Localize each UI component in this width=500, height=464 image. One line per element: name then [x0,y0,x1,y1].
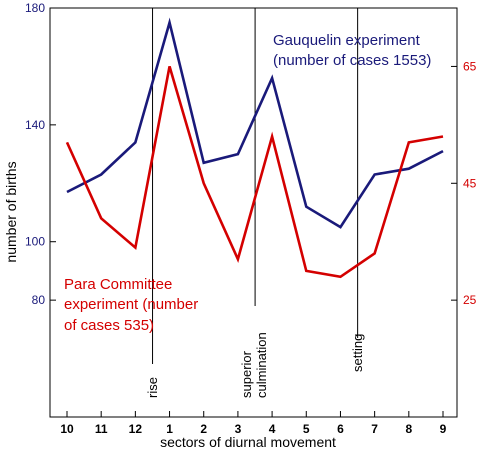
gauquelin-annotation-line2: (number of cases 1553) [273,52,431,69]
culmination-label-line2: culmination [254,332,269,398]
series-line [66,17,444,229]
y-axis-title: number of births [3,161,19,262]
rise-label: rise [145,377,160,398]
x-tick-label: 10 [60,422,74,436]
y2-tick-label: 45 [463,176,477,190]
x-axis-title: sectors of diurnal movement [160,434,336,450]
culmination-label-line1: superior [239,350,254,398]
setting-label: setting [350,334,365,372]
y-tick-label: 80 [32,293,46,307]
x-tick-label: 6 [337,422,344,436]
x-tick-label: 8 [405,422,412,436]
x-tick-label: 3 [235,422,242,436]
gauquelin-annotation-line1: Gauquelin experiment [273,32,421,49]
x-tick-label: 1 [166,422,173,436]
plot-frame [49,7,458,418]
x-tick-label: 2 [200,422,207,436]
x-tick-label: 11 [95,422,108,436]
y-tick-label: 140 [25,118,45,132]
y-tick-label: 100 [25,235,45,249]
x-tick-label: 12 [129,422,143,436]
x-tick-label: 5 [303,422,310,436]
para-annotation-line1: Para Committee [64,276,172,293]
para-annotation-line3: of cases 535) [64,317,154,334]
x-tick-label: 9 [440,422,447,436]
y2-tick-label: 25 [463,293,477,307]
x-tick-label: 4 [269,422,276,436]
series-line [65,66,444,279]
y-tick-label: 180 [25,1,45,15]
y2-tick-label: 65 [463,59,477,73]
para-annotation-line2: experiment (number [64,296,198,313]
x-tick-label: 7 [371,422,378,436]
